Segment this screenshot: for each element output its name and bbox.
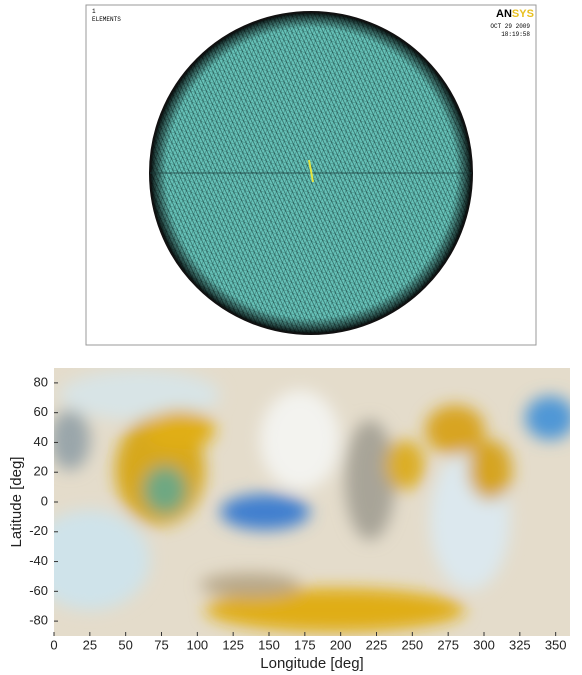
x-axis-label: Longitude [deg] — [260, 655, 363, 672]
y-tick-label: -80 — [29, 613, 48, 628]
y-tick-label: 60 — [34, 404, 48, 419]
logo: ANSYS — [496, 8, 534, 20]
y-tick-label: 40 — [34, 434, 48, 449]
panel-label: ELEMENTS — [92, 16, 121, 23]
time: 18:19:58 — [501, 31, 530, 38]
x-tick-label: 0 — [50, 637, 57, 652]
x-tick-label: 175 — [294, 637, 316, 652]
x-tick-label: 250 — [401, 637, 423, 652]
y-tick-label: 20 — [34, 464, 48, 479]
x-tick-label: 275 — [437, 637, 459, 652]
date: OCT 29 2009 — [490, 23, 530, 30]
y-tick-label: 80 — [34, 374, 48, 389]
y-tick-label: 0 — [41, 493, 48, 508]
panel-number: 1 — [92, 8, 96, 15]
y-tick-label: -60 — [29, 583, 48, 598]
x-tick-label: 75 — [154, 637, 168, 652]
x-tick-label: 300 — [473, 637, 495, 652]
logo-left: AN — [496, 8, 512, 20]
y-axis-label: Latitude [deg] — [8, 457, 25, 548]
x-tick-label: 200 — [330, 637, 352, 652]
x-tick-label: 225 — [366, 637, 388, 652]
x-tick-label: 325 — [509, 637, 531, 652]
x-tick-label: 100 — [186, 637, 208, 652]
x-tick-label: 25 — [83, 637, 97, 652]
logo-right: SYS — [512, 8, 534, 20]
heatmap-image — [54, 368, 570, 636]
x-tick-label: 50 — [118, 637, 132, 652]
mesh-axis — [308, 159, 314, 183]
x-tick-label: 150 — [258, 637, 280, 652]
y-tick-label: -20 — [29, 523, 48, 538]
x-tick-label: 350 — [545, 637, 567, 652]
x-tick-label: 125 — [222, 637, 244, 652]
y-tick-label: -40 — [29, 553, 48, 568]
